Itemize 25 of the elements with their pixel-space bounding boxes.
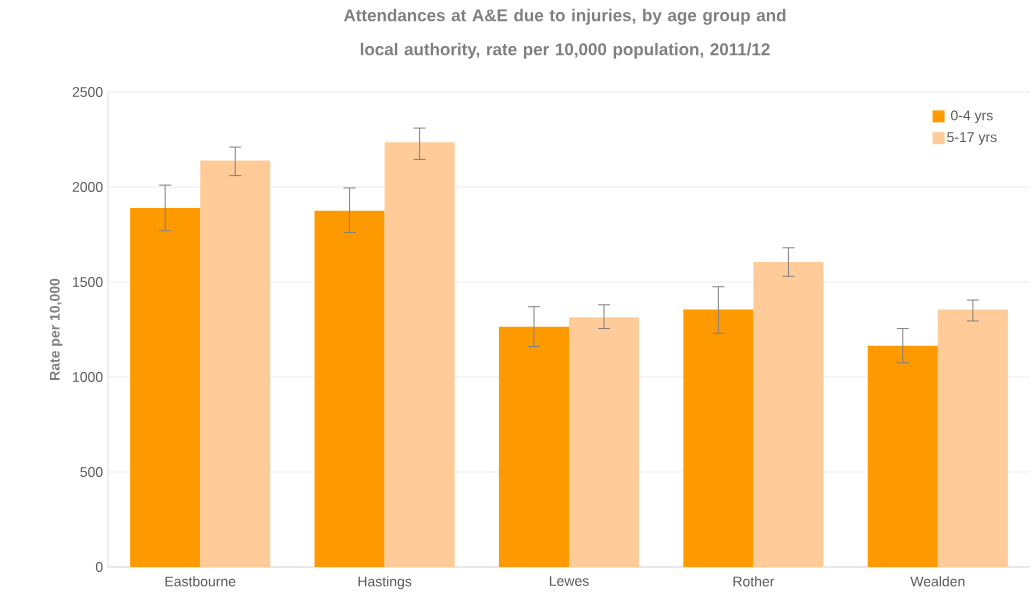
y-tick-label: 1500 bbox=[73, 277, 103, 287]
x-tick-label: Wealden bbox=[910, 576, 965, 587]
y-tick-label: 2500 bbox=[72, 87, 103, 97]
legend-label: 5-17 yrs bbox=[947, 132, 997, 145]
y-tick-label: 2000 bbox=[72, 182, 103, 192]
bar bbox=[130, 207, 201, 567]
y-axis-title: Rate per 10,000 bbox=[49, 278, 63, 380]
x-tick-label: Hastings bbox=[358, 576, 412, 590]
bar bbox=[683, 309, 754, 567]
x-tick-label: Rother bbox=[733, 576, 775, 587]
bar bbox=[937, 309, 1008, 567]
bar bbox=[384, 142, 455, 567]
legend-label: 0-4 yrs bbox=[951, 110, 993, 124]
y-tick-label: 500 bbox=[80, 467, 103, 477]
bar bbox=[753, 262, 824, 567]
bar bbox=[867, 345, 938, 567]
y-tick-label: 1000 bbox=[73, 372, 103, 382]
bar bbox=[569, 317, 640, 567]
bar bbox=[498, 326, 570, 567]
y-tick-label: 0 bbox=[95, 562, 103, 572]
chart-title: Attendances at A&E due to injuries, by age group and local authority, rate per 10,000 population, 2011/12 bbox=[343, 8, 786, 59]
bar bbox=[314, 210, 385, 567]
x-tick-label: Lewes bbox=[549, 576, 589, 586]
x-tick-label: Eastbourne bbox=[165, 576, 236, 587]
bar bbox=[200, 160, 271, 567]
